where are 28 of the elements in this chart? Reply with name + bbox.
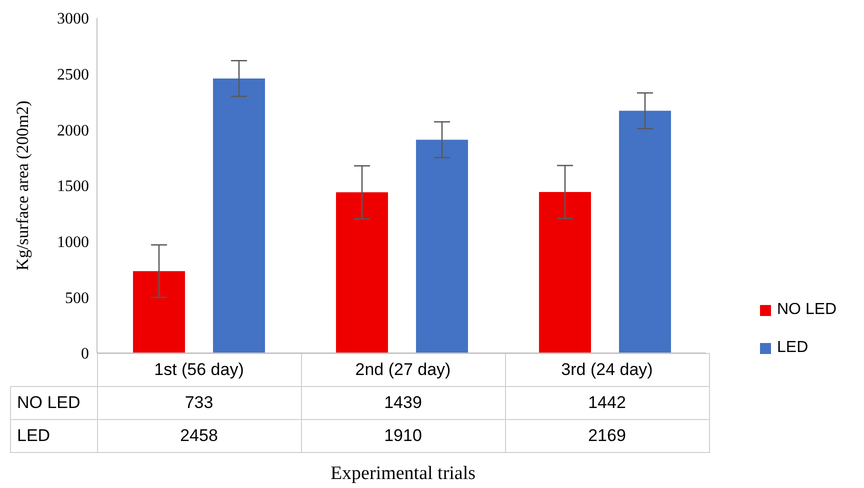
y-tick-label: 1000 xyxy=(57,234,89,252)
x-tick-label: 1st (56 day) xyxy=(97,354,301,386)
y-tick-label: 3000 xyxy=(57,10,89,28)
data-label: 733 xyxy=(97,386,301,420)
data-label: 1439 xyxy=(301,386,505,420)
y-tick-label: 0 xyxy=(81,346,89,363)
y-tick-label: 500 xyxy=(65,290,89,307)
x-axis-title: Experimental trials xyxy=(329,463,477,485)
data-label: 1442 xyxy=(505,386,709,420)
x-tick-label: 2nd (27 day) xyxy=(301,354,505,386)
bar xyxy=(619,110,671,353)
y-tick-label: 2000 xyxy=(57,122,89,140)
data-label: 2458 xyxy=(97,420,301,452)
legend-label: LED xyxy=(777,339,808,357)
data-label: 2169 xyxy=(505,420,709,452)
bar xyxy=(416,140,468,353)
bar xyxy=(539,192,591,353)
y-tick-label: 2500 xyxy=(57,66,89,84)
bar xyxy=(336,192,388,353)
legend-label: NO LED xyxy=(777,301,837,319)
y-tick-label: 1500 xyxy=(57,178,89,196)
data-label: 1910 xyxy=(301,420,505,452)
text: LED xyxy=(17,426,50,445)
bar xyxy=(213,78,265,353)
x-tick-label: 3rd (24 day) xyxy=(505,354,709,386)
y-axis-title: Kg/surface area (200m2) xyxy=(13,100,32,270)
bar xyxy=(133,271,185,353)
text: NO LED xyxy=(17,393,80,412)
